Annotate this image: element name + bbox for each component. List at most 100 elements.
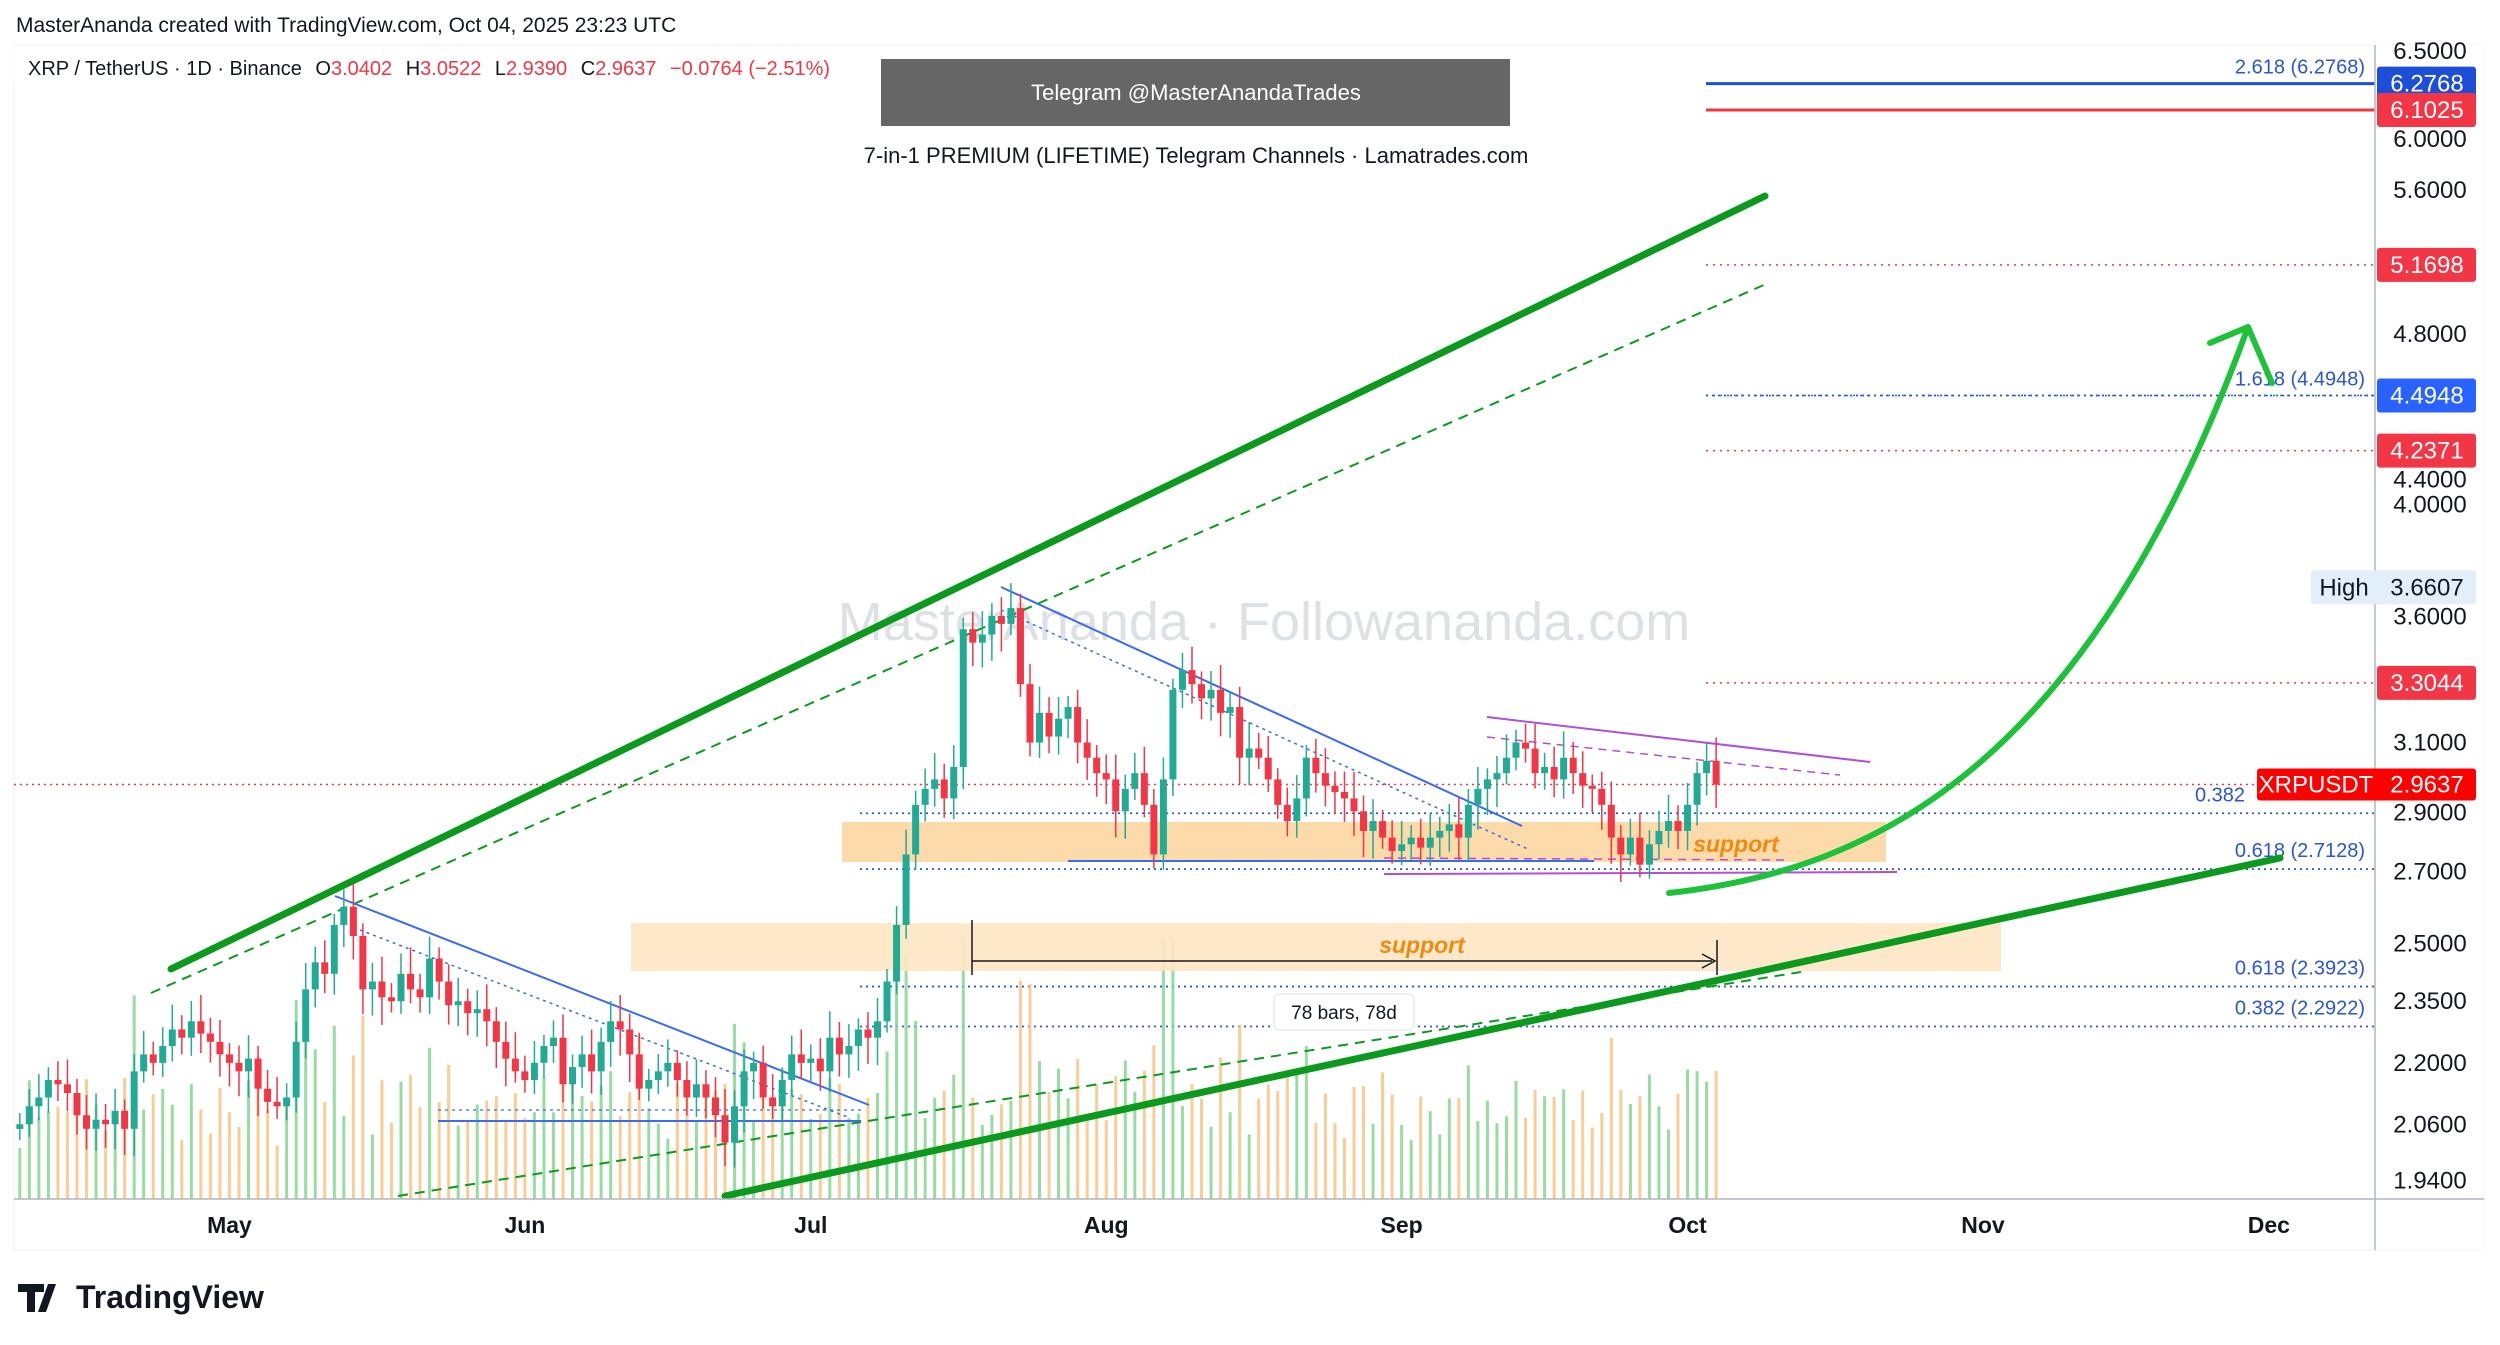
- volume-bar: [1409, 1140, 1413, 1199]
- price-badge: [2377, 433, 2476, 468]
- volume-bar: [799, 1094, 803, 1199]
- candle-body: [1464, 804, 1472, 838]
- volume-bar: [456, 1125, 460, 1199]
- candle-body: [645, 1079, 653, 1089]
- price-axis[interactable]: [2375, 45, 2484, 1250]
- volume-bar: [466, 1121, 470, 1199]
- volume-bar: [1647, 1074, 1651, 1199]
- volume-bar: [418, 1107, 422, 1199]
- candle-body: [816, 1058, 824, 1072]
- candle-body: [130, 1071, 138, 1129]
- price-badge-text: 3.3044: [2390, 670, 2463, 697]
- volume-bar: [1123, 1060, 1127, 1199]
- volume-bar: [990, 1114, 994, 1199]
- volume-bar: [818, 1114, 822, 1199]
- price-tick: 6.5000: [2393, 38, 2466, 65]
- volume-bar: [1466, 1065, 1470, 1199]
- candle-body: [1369, 821, 1377, 831]
- candle-body: [178, 1029, 186, 1038]
- candle-body: [769, 1097, 777, 1107]
- candle-body: [1531, 748, 1539, 774]
- volume-bar: [685, 1097, 689, 1199]
- volume-bar: [1552, 1096, 1556, 1199]
- volume-bar: [885, 1051, 889, 1199]
- candle-body: [1436, 830, 1444, 838]
- volume-bar: [847, 1118, 851, 1199]
- volume-bar: [237, 1127, 241, 1199]
- candles: [16, 583, 1720, 1168]
- volume-bar: [980, 1124, 984, 1199]
- candle-body: [254, 1058, 262, 1089]
- candle-body: [893, 924, 901, 982]
- fib-label: 0.618 (2.3923): [2235, 958, 2365, 980]
- volume-bar: [351, 1055, 355, 1199]
- volume-bar: [170, 1104, 174, 1199]
- volume-bar: [1314, 1122, 1318, 1199]
- volume-bar: [437, 1102, 441, 1199]
- volume-bar: [380, 1080, 384, 1199]
- volume-bar: [1381, 1072, 1385, 1199]
- volume-bar: [1600, 1112, 1604, 1199]
- volume-bar: [637, 1034, 641, 1199]
- candle-body: [1064, 707, 1072, 719]
- volume-bar: [1533, 1089, 1537, 1199]
- volume-bar: [1200, 1098, 1204, 1199]
- volume-bar: [475, 1104, 479, 1199]
- volume-bar: [323, 1102, 327, 1199]
- volume-bar: [656, 1123, 660, 1199]
- volume-bar: [1028, 983, 1032, 1199]
- volume-bar: [923, 1118, 927, 1199]
- candle-body: [264, 1088, 272, 1102]
- volume-bar: [256, 1056, 260, 1199]
- candle-body: [1598, 788, 1606, 805]
- candle-body: [454, 1001, 462, 1006]
- candle-body: [559, 1037, 567, 1085]
- candle-body: [1340, 792, 1348, 799]
- volume-bar: [332, 1025, 336, 1199]
- volume-bar: [1009, 1100, 1013, 1199]
- volume-bar: [704, 1086, 708, 1199]
- candle-body: [940, 779, 948, 799]
- candle-body: [1283, 804, 1291, 822]
- price-badge-text: 4.2371: [2390, 438, 2463, 465]
- volume-bar: [1438, 1134, 1442, 1199]
- candle-body: [807, 1058, 815, 1063]
- volume-bar: [866, 1097, 870, 1199]
- volume-bar: [761, 1076, 765, 1199]
- volume-bar: [952, 1074, 956, 1199]
- candle-body: [1455, 824, 1463, 838]
- volume-bar: [189, 1084, 193, 1199]
- candle-body: [1045, 712, 1053, 737]
- volume-bar: [1257, 1098, 1261, 1199]
- candle-body: [588, 1054, 596, 1072]
- candle-body: [607, 1021, 615, 1042]
- candle-body: [845, 1046, 853, 1055]
- triangle-upper: [1486, 716, 1871, 763]
- volume-bar: [27, 1080, 31, 1199]
- fib-label: 0.382: [2195, 784, 2245, 806]
- volume-bar: [1342, 1138, 1346, 1199]
- time-tick: Aug: [1084, 1212, 1129, 1238]
- candle-body: [988, 615, 996, 635]
- candle-body: [1379, 821, 1387, 838]
- candle-body: [340, 906, 348, 925]
- symbol: XRP / TetherUS · 1D · Binance: [28, 58, 302, 80]
- volume-bar: [1333, 1123, 1337, 1199]
- candle-body: [1321, 773, 1329, 786]
- volume-bar: [675, 1083, 679, 1199]
- candle-body: [197, 1021, 205, 1034]
- high-value: 3.6607: [2390, 574, 2463, 601]
- candle-body: [530, 1062, 538, 1080]
- time-tick: Oct: [1668, 1212, 1707, 1238]
- volume-bar: [628, 1092, 632, 1199]
- support-zone-lower: [631, 923, 2001, 971]
- candle-body: [883, 981, 891, 1022]
- candle-body: [1178, 670, 1186, 690]
- candle-body: [44, 1079, 52, 1098]
- price-tick: 4.8000: [2393, 321, 2466, 348]
- candle-body: [311, 962, 319, 990]
- volume-bar: [1085, 1120, 1089, 1199]
- telegram-banner[interactable]: [881, 59, 1510, 126]
- candle-body: [225, 1054, 233, 1063]
- candle-body: [73, 1093, 81, 1116]
